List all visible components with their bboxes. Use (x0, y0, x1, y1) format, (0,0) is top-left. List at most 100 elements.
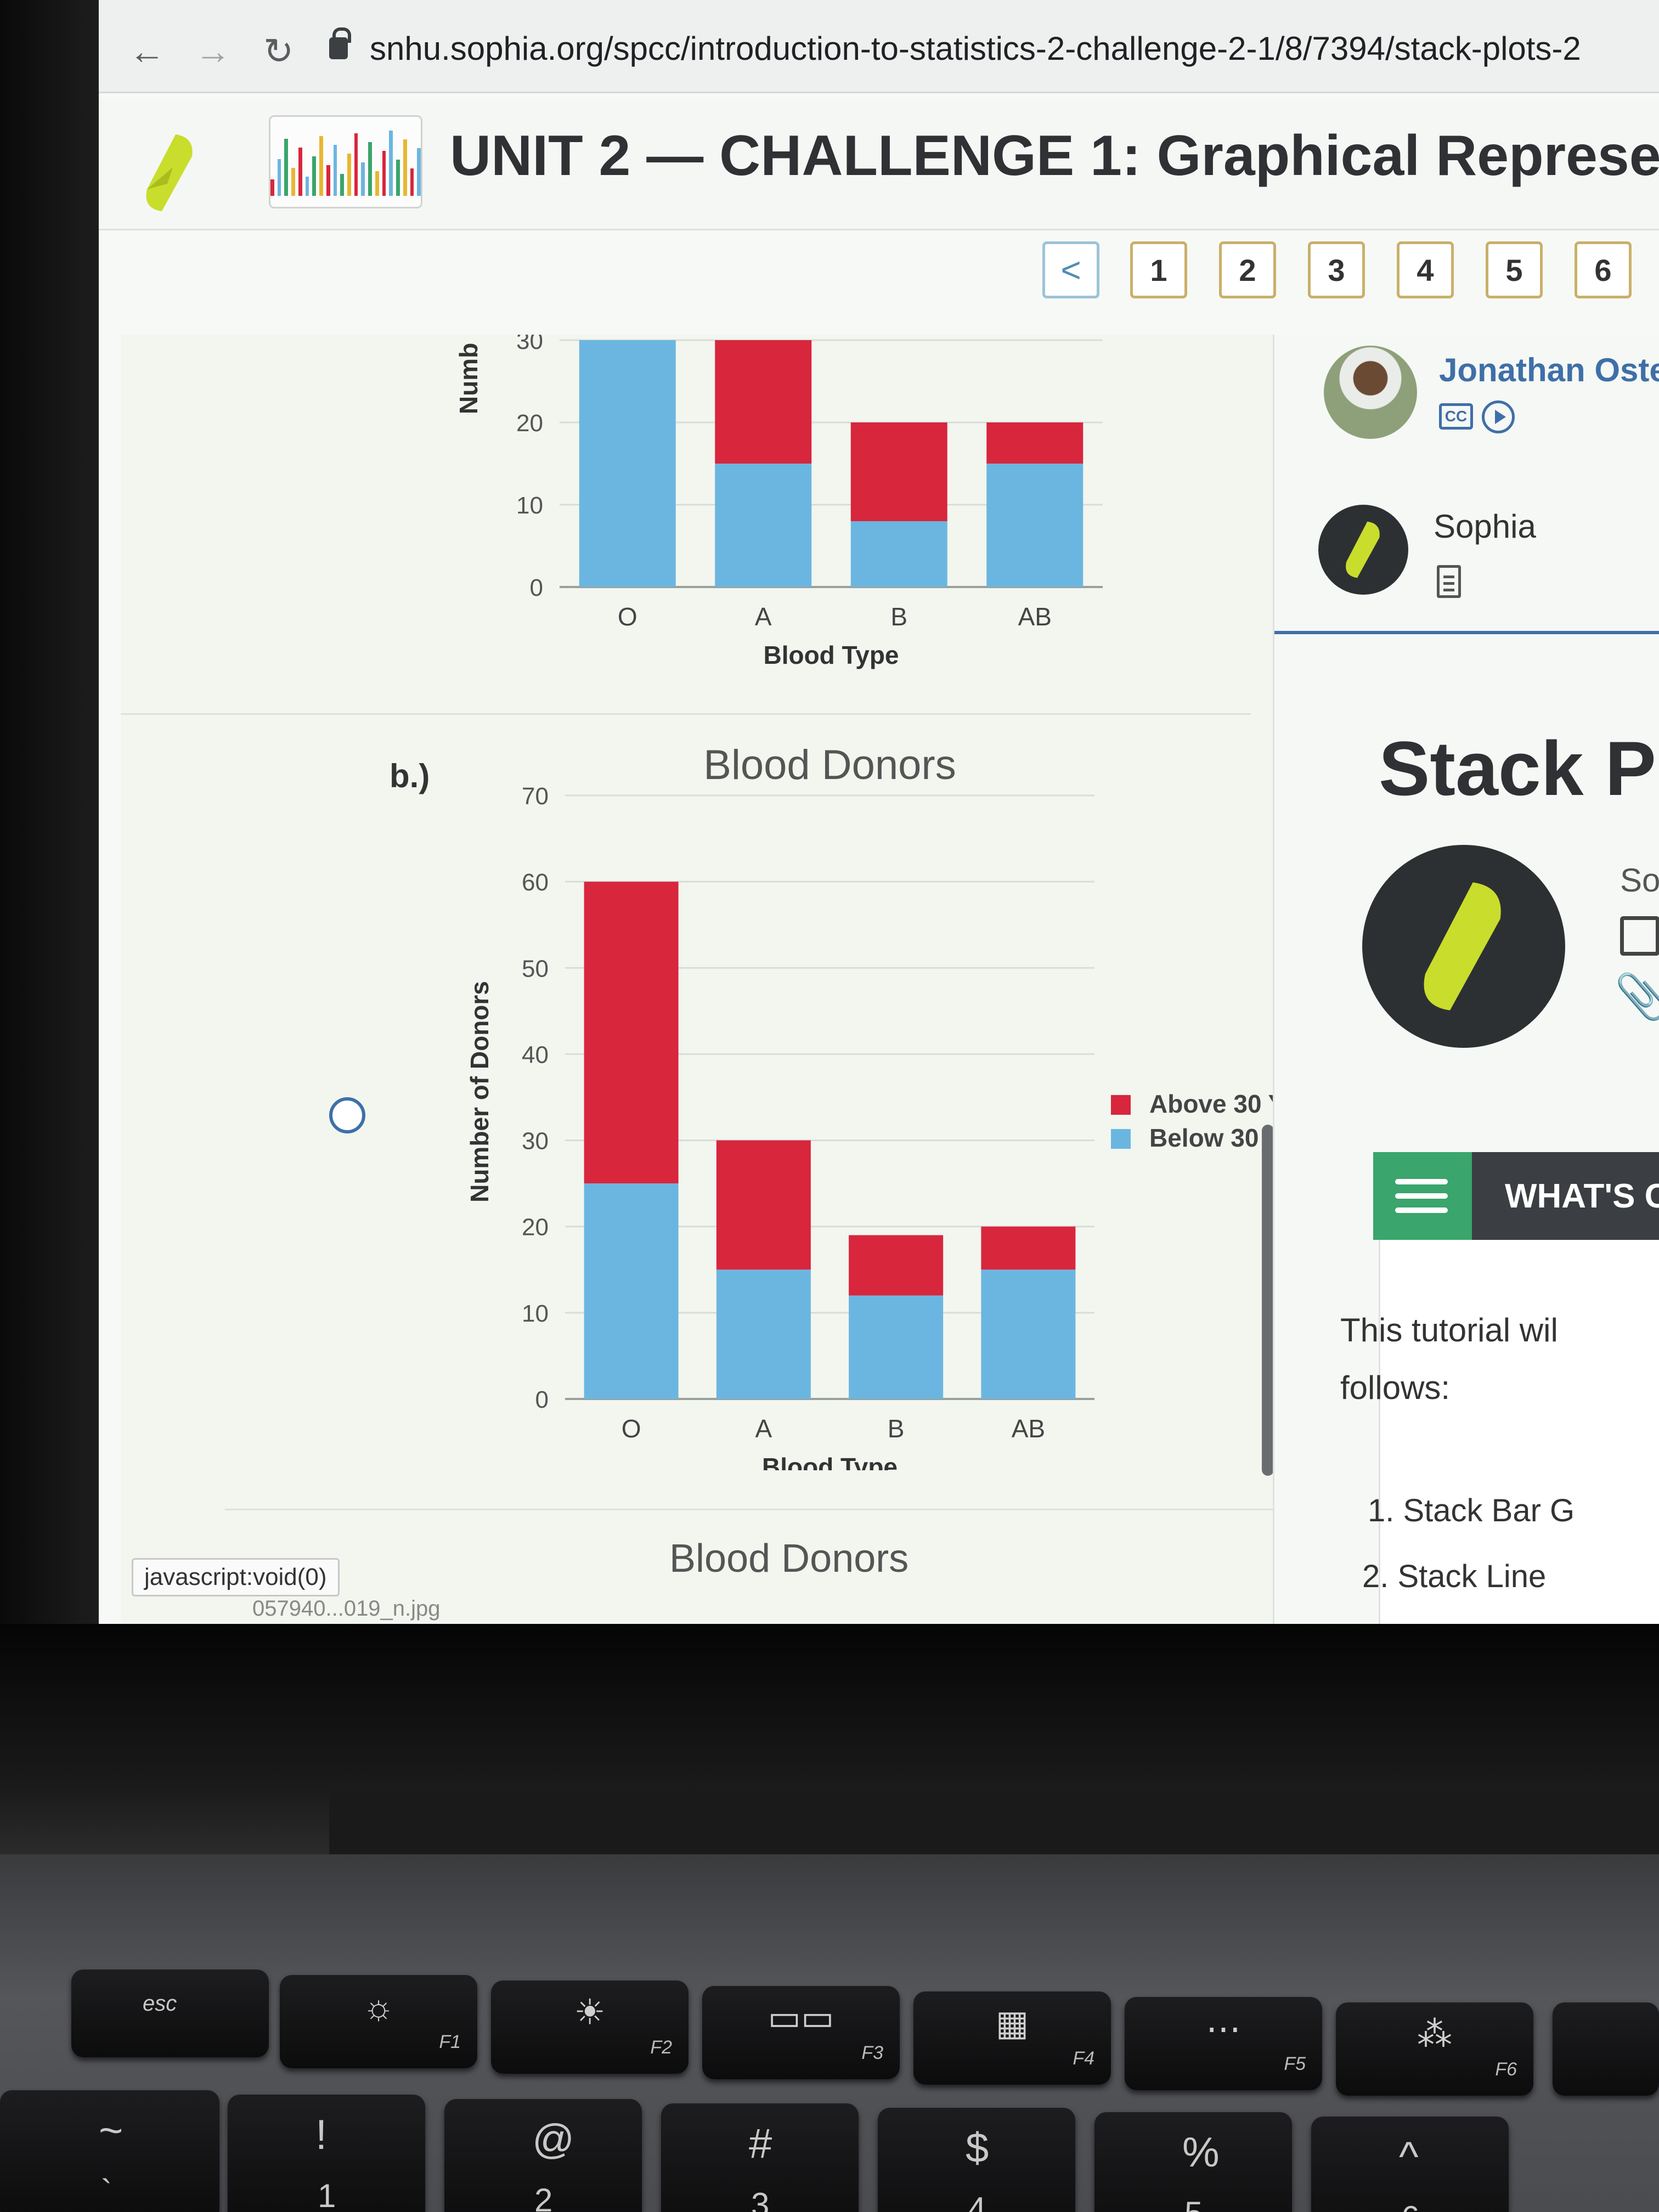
y-tick-label: 0 (535, 1386, 549, 1413)
bar-segment-b-below-30 (849, 1295, 944, 1399)
lesson-author: Sop (1620, 862, 1659, 899)
function-key-f5[interactable]: ⋯ F5 (1125, 1997, 1322, 2090)
forward-arrow-icon[interactable]: → (195, 31, 231, 71)
sophia-logo-icon (1346, 521, 1380, 578)
key-label: F4 (1073, 2048, 1094, 2069)
thumbnail-bar (284, 139, 289, 196)
thumbnail-bar (354, 133, 358, 196)
y-tick-label: 10 (522, 1300, 549, 1327)
tutorial-item[interactable]: 1. Stack Bar G (1368, 1493, 1575, 1528)
bar-segment-o-above-30 (584, 882, 679, 1184)
question-tab-5[interactable]: 5 (1486, 241, 1543, 298)
question-tab-6[interactable]: 6 (1575, 241, 1632, 298)
thumbnail-bar (375, 171, 379, 196)
esc-key[interactable]: esc (71, 1970, 269, 2057)
tutorial-sidebar: Jonathan Oste CC Sophia Stack Pl Sop 📎 W… (1273, 335, 1659, 1624)
x-tick-label: AB (1018, 602, 1052, 631)
number-key-6[interactable]: ^6 (1311, 2117, 1509, 2212)
url-text: snhu.sophia.org/spcc/introduction-to-sta… (370, 30, 1581, 67)
address-bar[interactable]: snhu.sophia.org/spcc/introduction-to-sta… (329, 21, 1659, 76)
tutorial-item[interactable]: 2. Stack Line (1362, 1559, 1547, 1594)
unit-thumbnail (269, 115, 422, 208)
y-tick-label: 30 (516, 335, 543, 354)
function-key-f3[interactable]: ▭▭ F3 (702, 1986, 900, 2079)
instructor-name[interactable]: Jonathan Oste (1439, 352, 1659, 388)
function-key-f4[interactable]: ▦ F4 (913, 1991, 1111, 2085)
option-divider (225, 1509, 1322, 1510)
thumbnail-bar (403, 139, 407, 196)
thumbnail-bar (410, 168, 414, 196)
thumbnail-bar (319, 136, 323, 196)
number-key-5[interactable]: %5 (1094, 2112, 1292, 2212)
checkbox-icon[interactable] (1620, 916, 1659, 956)
whats-covered-header[interactable]: WHAT'S CO (1373, 1152, 1659, 1240)
chart-title: Blood Donors (703, 742, 956, 788)
y-tick-label: 20 (516, 410, 543, 437)
bar-segment-a-below-30 (715, 464, 812, 587)
y-tick-label: 60 (522, 869, 549, 896)
tutorial-intro-line: follows: (1340, 1369, 1451, 1406)
function-key-f7[interactable] (1553, 2002, 1659, 2096)
bar-segment-o-below-30 (584, 1183, 679, 1399)
question-tab-2[interactable]: 2 (1219, 241, 1276, 298)
option-b-radio[interactable] (329, 1097, 365, 1133)
key-label: 6 (1401, 2199, 1419, 2212)
key-label: @ (532, 2116, 575, 2163)
x-tick-label: A (755, 602, 772, 631)
reload-icon[interactable]: ↻ (263, 31, 294, 71)
laptop-bezel-left (0, 0, 99, 1810)
instructor-avatar[interactable] (1324, 346, 1417, 439)
thumbnail-bar (361, 162, 365, 196)
question-tab-1[interactable]: 1 (1130, 241, 1187, 298)
bar-segment-a-above-30 (715, 340, 812, 464)
bar-segment-ab-below-30 (986, 464, 1084, 587)
function-key-f6[interactable]: ⁂ F6 (1336, 2002, 1533, 2096)
tab-underline (1274, 631, 1659, 634)
legend-swatch (1111, 1129, 1131, 1149)
key-label: 5 (1184, 2194, 1203, 2212)
key-label: esc (143, 1991, 177, 2016)
panel-scrollbar[interactable] (1262, 1125, 1274, 1476)
number-key-3[interactable]: #3 (661, 2103, 859, 2212)
lesson-logo (1362, 845, 1565, 1048)
prev-question-button[interactable]: < (1042, 241, 1099, 298)
key-label: 1 (318, 2177, 336, 2212)
number-key-2[interactable]: @2 (444, 2099, 642, 2212)
document-icon[interactable] (1437, 565, 1461, 598)
number-key-4[interactable]: $4 (878, 2108, 1075, 2212)
key-label: 2 (534, 2182, 553, 2212)
number-key-1[interactable]: ! 1 (228, 2095, 425, 2212)
question-tab-3[interactable]: 3 (1308, 241, 1365, 298)
back-arrow-icon[interactable]: ← (129, 31, 165, 71)
function-key-icon: ⋯ (1206, 2008, 1241, 2049)
bar-segment-a-above-30 (716, 1140, 811, 1270)
key-label: ^ (1399, 2134, 1419, 2180)
y-tick-label: 0 (530, 574, 543, 601)
y-tick-label: 20 (522, 1214, 549, 1241)
lesson-title: Stack Pl (1379, 725, 1659, 811)
sophia-logo-icon (1424, 882, 1501, 1011)
x-tick-label: B (890, 602, 907, 631)
closed-captions-icon[interactable]: CC (1439, 403, 1473, 430)
sophia-name[interactable]: Sophia (1434, 508, 1536, 545)
lock-icon (329, 27, 351, 59)
bar-segment-b-above-30 (849, 1235, 944, 1296)
download-filename: 057940...019_n.jpg (252, 1596, 441, 1621)
thumbnail-bar (270, 179, 274, 196)
x-axis-label: Blood Type (763, 641, 899, 669)
page-title: UNIT 2 — CHALLENGE 1: Graphical Represen… (450, 124, 1659, 188)
y-tick-label: 40 (522, 1041, 549, 1068)
function-key-f1[interactable]: ☼ F1 (280, 1975, 477, 2068)
sophia-avatar[interactable] (1318, 505, 1408, 595)
sophia-logo-icon[interactable] (137, 132, 203, 214)
key-label: F6 (1495, 2059, 1517, 2080)
paperclip-icon[interactable]: 📎 (1615, 972, 1659, 1021)
question-tab-4[interactable]: 4 (1397, 241, 1454, 298)
number-key-`[interactable]: ~ ` (0, 2090, 219, 2212)
thumbnail-bar (333, 145, 337, 196)
browser-toolbar: ← → ↻ snhu.sophia.org/spcc/introduction-… (99, 0, 1659, 93)
function-key-f2[interactable]: ☀ F2 (491, 1980, 689, 2074)
play-icon[interactable] (1482, 400, 1515, 433)
